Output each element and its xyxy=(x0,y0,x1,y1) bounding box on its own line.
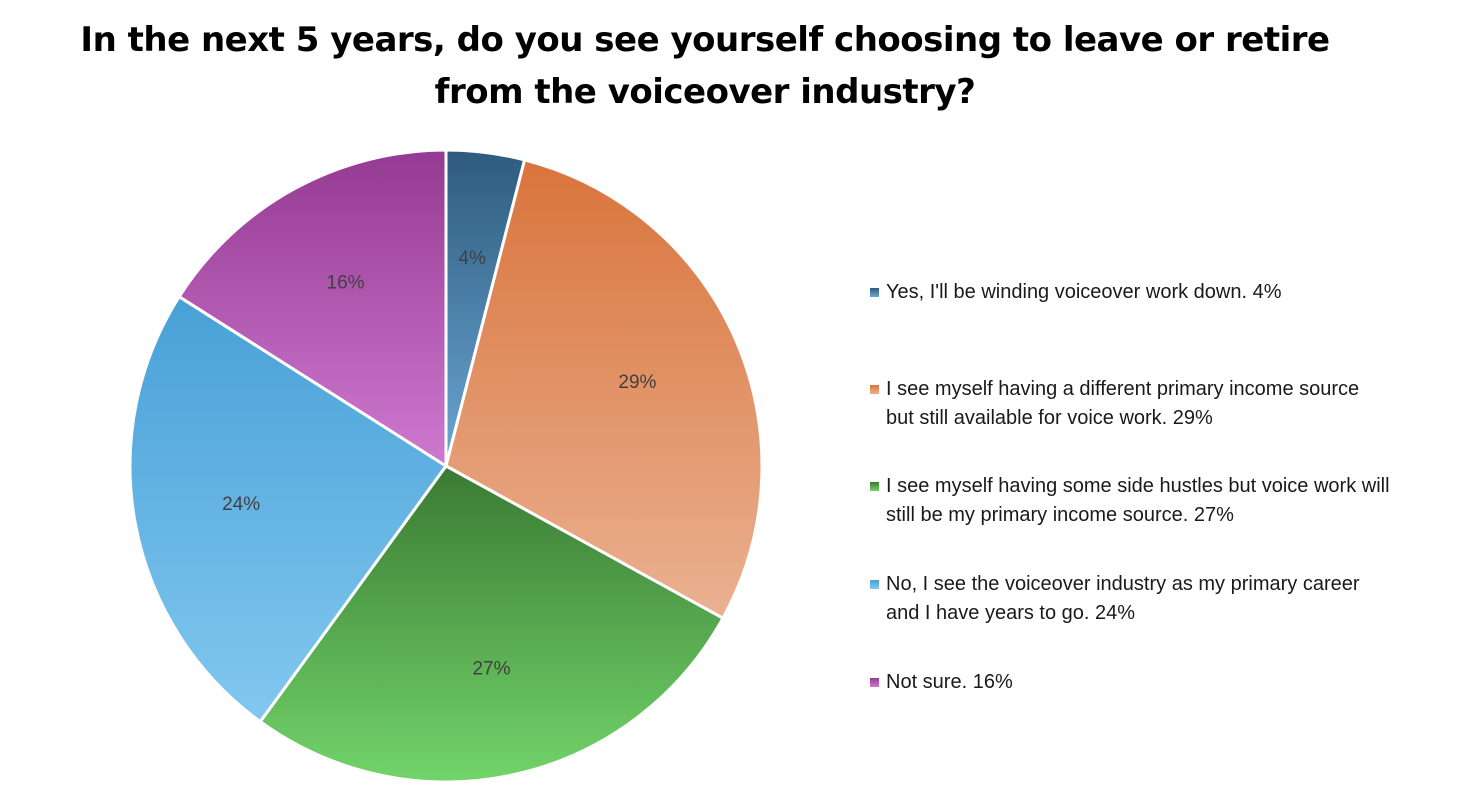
legend-label-primary-career: No, I see the voiceover industry as my p… xyxy=(886,573,1360,624)
data-label-different-primary-income: 29% xyxy=(618,372,656,393)
pie-slice-side-hustles xyxy=(258,464,725,784)
pie-data-labels: 4% 29% 27% 24% 16% xyxy=(222,248,656,679)
chart-title: In the next 5 years, do you see yourself… xyxy=(80,20,1330,112)
pie-slice-primary-career xyxy=(128,295,448,724)
data-label-side-hustles: 27% xyxy=(472,659,510,680)
legend-swatch-not-sure xyxy=(870,678,879,687)
legend-swatch-side-hustles xyxy=(870,482,879,491)
legend-label-side-hustles: I see myself having some side hustles bu… xyxy=(886,475,1390,526)
data-label-winding-down: 4% xyxy=(458,248,486,269)
pie-slices xyxy=(128,148,764,784)
legend-label-not-sure: Not sure. 16% xyxy=(886,671,1013,693)
legend-swatch-winding-down xyxy=(870,288,879,297)
data-label-primary-career: 24% xyxy=(222,494,260,515)
legend-swatch-different-primary-income xyxy=(870,385,879,394)
legend-label-winding-down: Yes, I'll be winding voiceover work down… xyxy=(886,281,1282,303)
data-label-not-sure: 16% xyxy=(327,272,365,293)
legend-swatch-primary-career xyxy=(870,580,879,589)
legend-label-different-primary-income: I see myself having a different primary … xyxy=(886,378,1360,429)
pie-slice-not-sure xyxy=(177,148,448,468)
pie-slice-different-primary-income xyxy=(444,158,764,620)
